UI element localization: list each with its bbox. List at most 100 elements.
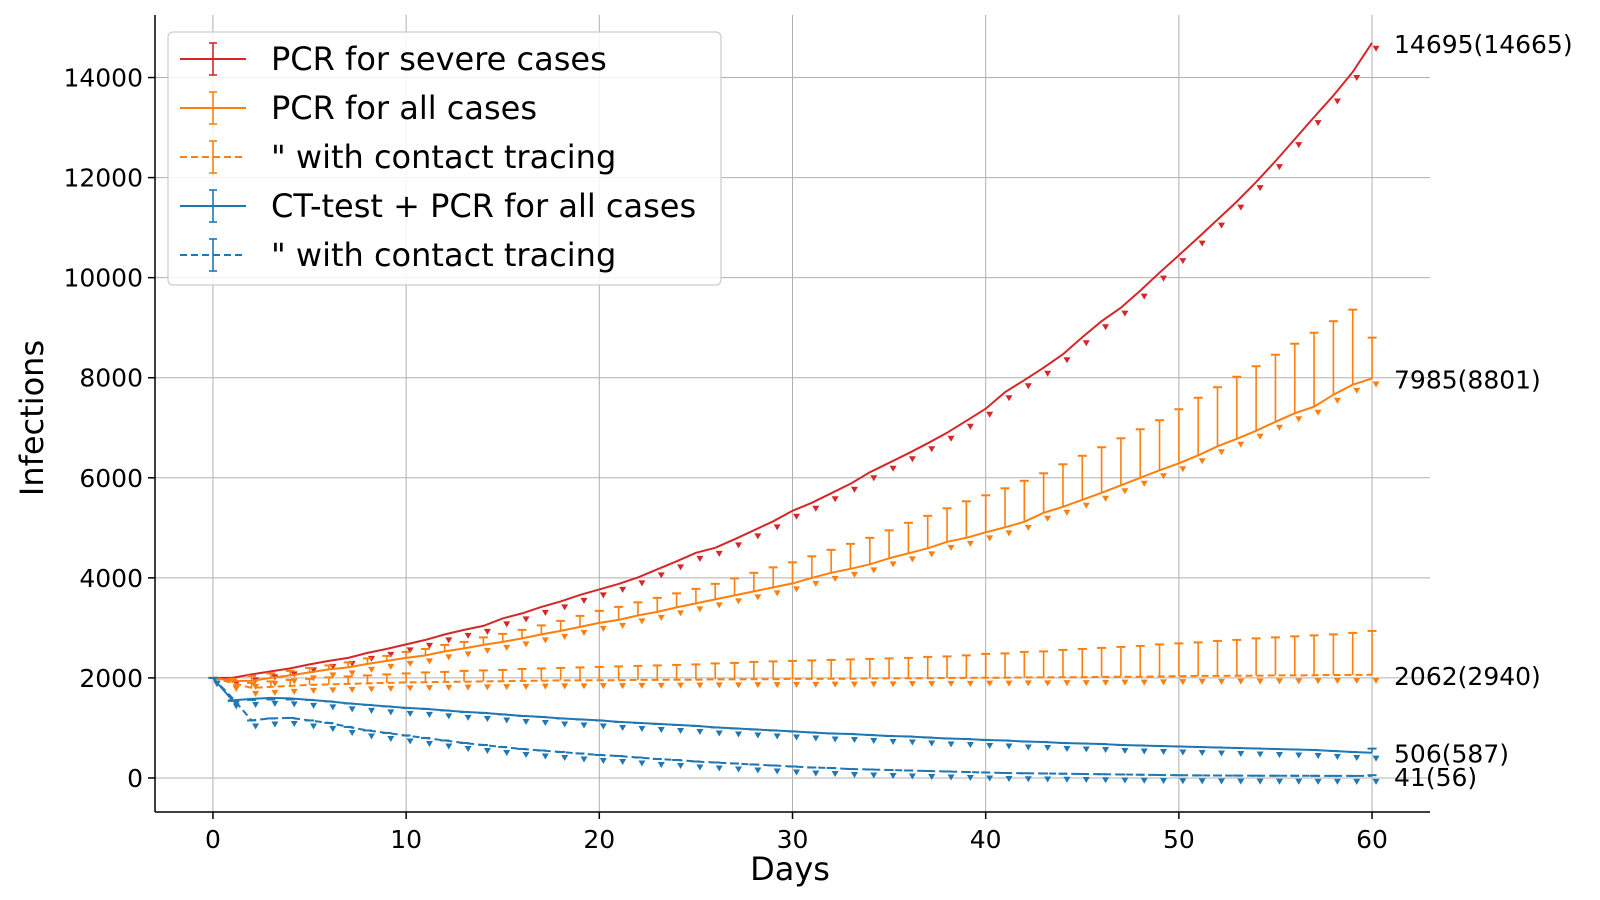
data-point [966, 680, 974, 687]
series-line [212, 677, 1372, 777]
data-point [908, 556, 916, 563]
data-point [754, 767, 762, 774]
y-tick-label: 10000 [63, 264, 143, 293]
data-point [947, 680, 955, 687]
data-point [348, 729, 356, 736]
legend: PCR for severe cases PCR for all cases " w… [167, 31, 722, 286]
data-point [1295, 752, 1303, 759]
data-point [1353, 387, 1361, 394]
data-point [657, 726, 665, 733]
data-point [677, 564, 685, 571]
data-point [715, 682, 723, 689]
data-point [445, 637, 453, 644]
legend-label: CT-test + PCR for all cases [271, 187, 696, 225]
data-point [1179, 749, 1187, 756]
series-line [212, 377, 1373, 682]
data-point [387, 685, 395, 692]
data-point [1372, 381, 1380, 388]
axes [148, 15, 1430, 819]
data-point [329, 687, 337, 694]
data-point [599, 592, 607, 599]
data-point [232, 700, 240, 707]
legend-entry: " with contact tracing [180, 138, 616, 176]
data-point [561, 754, 569, 761]
data-point [831, 496, 839, 503]
y-axis-label: Infections [13, 340, 51, 496]
x-tick-label: 50 [1163, 825, 1195, 854]
data-point [812, 580, 820, 587]
data-point [580, 756, 588, 763]
data-point [619, 724, 627, 731]
data-point [1179, 778, 1187, 785]
end-label: 506(587) [1394, 740, 1509, 769]
data-point [541, 753, 549, 760]
data-point [1024, 680, 1032, 687]
data-point [1024, 524, 1032, 531]
data-point [252, 690, 260, 697]
data-point [1121, 679, 1129, 686]
data-point [599, 683, 607, 690]
data-point [522, 641, 530, 648]
tick-labels: 0 10 20 30 40 50 60 0 2000 4000 6000 8000 10000 12000… [63, 64, 1387, 854]
data-point [561, 633, 569, 640]
data-point [541, 683, 549, 690]
data-point [1237, 750, 1245, 757]
data-point [715, 765, 723, 772]
data-point [1295, 778, 1303, 785]
legend-entry: PCR for severe cases [180, 40, 607, 78]
data-point [580, 722, 588, 729]
data-point [483, 715, 491, 722]
series-layer [208, 42, 1380, 785]
y-tick-label: 12000 [63, 164, 143, 193]
data-point [503, 749, 511, 756]
data-point [522, 718, 530, 725]
data-point [928, 446, 936, 453]
data-point [735, 598, 743, 605]
data-point [812, 505, 820, 512]
data-point [715, 730, 723, 737]
data-point [561, 604, 569, 611]
data-point [368, 707, 375, 714]
data-point [1237, 778, 1245, 785]
legend-entry: PCR for all cases [180, 89, 537, 127]
data-point [793, 734, 800, 741]
data-point [657, 614, 665, 621]
data-point [966, 423, 974, 430]
data-point [735, 542, 743, 549]
end-label: 7985(8801) [1394, 365, 1541, 394]
data-point [348, 706, 356, 713]
data-point [889, 738, 897, 745]
data-point [1063, 357, 1071, 364]
legend-label: PCR for severe cases [271, 40, 607, 78]
series-1 [208, 308, 1380, 690]
data-point [1353, 754, 1361, 761]
data-point [1198, 458, 1206, 465]
data-point [638, 760, 646, 767]
data-point [387, 735, 395, 742]
data-point [1102, 495, 1110, 502]
data-point [831, 681, 839, 688]
data-point [870, 475, 878, 482]
data-point [425, 642, 433, 649]
data-point [773, 682, 781, 689]
series-3 [208, 676, 1380, 762]
data-point [1237, 678, 1245, 685]
data-point [1275, 678, 1283, 685]
data-point [1256, 778, 1264, 785]
data-point [503, 684, 511, 691]
data-point [986, 411, 994, 418]
data-point [599, 625, 607, 632]
data-point [1372, 677, 1380, 684]
data-point [928, 681, 936, 688]
data-point [1256, 678, 1264, 685]
data-point [310, 723, 318, 730]
data-point [870, 737, 878, 744]
data-point [503, 717, 511, 724]
data-point [889, 772, 897, 779]
data-point [812, 770, 820, 777]
data-point [677, 682, 685, 689]
data-point [290, 720, 298, 727]
data-point [696, 682, 704, 689]
end-label: 14695(14665) [1394, 30, 1573, 59]
data-point [619, 758, 627, 765]
